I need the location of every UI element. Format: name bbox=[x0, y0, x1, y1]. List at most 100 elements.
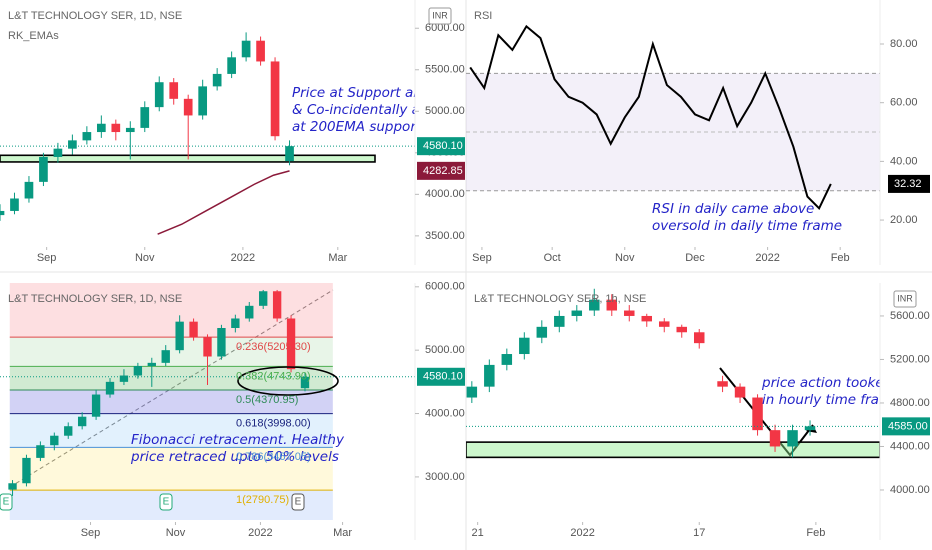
y-tick-label: 6000.00 bbox=[425, 281, 465, 293]
candle-body bbox=[140, 107, 150, 128]
axes: 3500.004000.004500.005000.005500.006000.… bbox=[8, 0, 465, 265]
chart-title: RSI bbox=[474, 10, 492, 22]
annotation: at 200EMA support bbox=[292, 119, 422, 135]
fib-label: 1(2790.75) bbox=[236, 494, 289, 506]
candle-body bbox=[501, 354, 513, 365]
y-tick-label: 4800.00 bbox=[890, 397, 930, 409]
currency-label: INR bbox=[897, 293, 913, 303]
x-tick-label: Nov bbox=[166, 527, 186, 539]
x-tick-label: 2022 bbox=[570, 527, 594, 539]
y-tick-label: 4000.00 bbox=[425, 407, 465, 419]
annotation: price retraced upto 50% levels bbox=[130, 449, 339, 465]
candle-body bbox=[50, 435, 59, 446]
y-tick-label: 5500.00 bbox=[425, 64, 465, 76]
x-tick-label: 21 bbox=[472, 527, 484, 539]
event-label: E bbox=[295, 497, 302, 508]
last-price-label: 4585.00 bbox=[888, 420, 928, 432]
candle-body bbox=[245, 305, 254, 319]
candle-body bbox=[554, 315, 565, 327]
annotation: Price at Support area bbox=[292, 85, 435, 101]
fib-zone bbox=[9, 447, 333, 491]
y-tick-label: 60.00 bbox=[890, 97, 918, 109]
fib-label: 0.236(5205.30) bbox=[236, 341, 311, 353]
candle-body bbox=[231, 318, 240, 328]
chart-title: L&T TECHNOLOGY SER, 1D, NSE bbox=[8, 293, 182, 305]
last-value-label: 32.32 bbox=[894, 178, 922, 190]
candle-body bbox=[183, 98, 193, 116]
annotation: RSI in daily came above bbox=[652, 201, 814, 217]
candle-body bbox=[0, 210, 5, 216]
candle-body bbox=[189, 321, 198, 338]
candle-body bbox=[22, 457, 31, 484]
axes: 20.00 40.00 60.00 80.00 Sep Oct Nov Dec 2022 Feb 3… bbox=[472, 0, 930, 265]
axes: 4000.00 4400.00 4800.00 5200.00 5600.00 21 202… bbox=[472, 283, 930, 540]
candle-body bbox=[769, 430, 781, 447]
candle-body bbox=[68, 140, 77, 149]
candle-body bbox=[300, 376, 310, 389]
candle-body bbox=[169, 82, 179, 99]
x-tick-label: Oct bbox=[544, 252, 561, 264]
candle-body bbox=[105, 381, 115, 395]
event-marker bbox=[159, 493, 173, 511]
candle-body bbox=[787, 430, 798, 447]
candle-body bbox=[125, 127, 135, 133]
candle-body bbox=[119, 375, 129, 382]
fib-zone bbox=[9, 283, 333, 338]
candle-body bbox=[227, 57, 236, 74]
y-tick-label: 5000.00 bbox=[425, 344, 465, 356]
candle-body bbox=[36, 445, 45, 458]
candle-body bbox=[256, 40, 265, 62]
ema-line bbox=[157, 170, 290, 235]
fib-zone bbox=[9, 366, 333, 391]
annotation: Fibonacci retracement. Healthy bbox=[131, 432, 345, 448]
rsi-line bbox=[469, 24, 832, 211]
x-tick-label: 2022 bbox=[231, 252, 255, 264]
annotation: & Co-incidentally also bbox=[292, 102, 439, 118]
chart-title: L&T TECHNOLOGY SER, 1D, NSE bbox=[8, 10, 182, 22]
fib-zone bbox=[9, 413, 333, 448]
annotation: oversold in daily time frame bbox=[652, 218, 842, 234]
candle-body bbox=[571, 310, 583, 316]
annotation: in hourly time frame bbox=[762, 392, 900, 408]
event-markers: E E E bbox=[0, 493, 305, 511]
y-tick-label: 5000.00 bbox=[425, 105, 465, 117]
candle-body bbox=[212, 73, 222, 87]
candle-body bbox=[96, 123, 106, 133]
candle-body bbox=[804, 426, 816, 431]
event-marker bbox=[0, 493, 13, 511]
last-price-badge bbox=[417, 367, 465, 386]
candle-body bbox=[217, 327, 226, 357]
y-tick-label: 5200.00 bbox=[890, 353, 930, 365]
y-tick-label: 80.00 bbox=[890, 38, 918, 50]
candle-body bbox=[24, 181, 34, 199]
candle-body bbox=[606, 299, 618, 311]
candle-body bbox=[466, 386, 478, 398]
candle-body bbox=[241, 40, 251, 58]
candle-body bbox=[641, 315, 653, 322]
currency-badge bbox=[428, 7, 452, 25]
y-tick-label: 40.00 bbox=[890, 155, 918, 167]
candle-body bbox=[147, 362, 156, 367]
candle-body bbox=[198, 86, 208, 116]
candle-body bbox=[519, 337, 530, 355]
candle-body bbox=[624, 310, 635, 316]
candle-body bbox=[734, 386, 746, 398]
y-tick-label: 4400.00 bbox=[890, 440, 930, 452]
ema-badge bbox=[417, 161, 465, 180]
x-tick-label: 2022 bbox=[755, 252, 779, 264]
y-tick-label: 6000.00 bbox=[425, 22, 465, 34]
candle-body bbox=[693, 332, 705, 344]
last-price-badge bbox=[882, 417, 930, 436]
candle-body bbox=[161, 350, 170, 363]
candle-body bbox=[717, 381, 728, 387]
x-tick-label: 17 bbox=[693, 527, 705, 539]
x-tick-label: Dec bbox=[685, 252, 705, 264]
x-tick-label: Feb bbox=[831, 252, 850, 264]
fib-zone bbox=[9, 390, 333, 414]
candle-body bbox=[133, 366, 143, 376]
last-price-badge bbox=[417, 137, 465, 156]
